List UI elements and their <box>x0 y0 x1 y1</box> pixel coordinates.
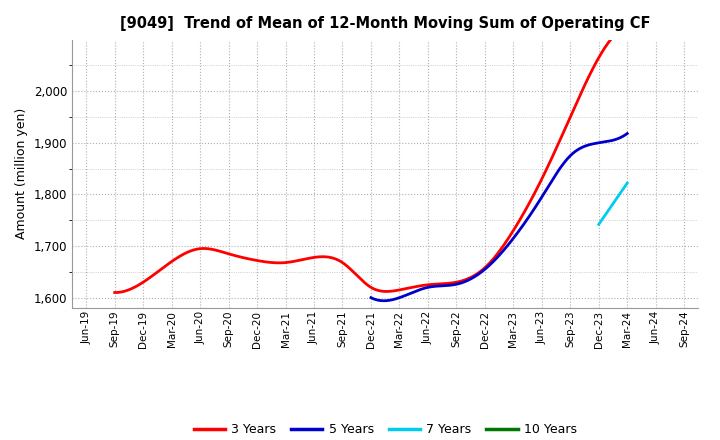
Title: [9049]  Trend of Mean of 12-Month Moving Sum of Operating CF: [9049] Trend of Mean of 12-Month Moving … <box>120 16 650 32</box>
Y-axis label: Amount (million yen): Amount (million yen) <box>15 108 28 239</box>
Legend: 3 Years, 5 Years, 7 Years, 10 Years: 3 Years, 5 Years, 7 Years, 10 Years <box>189 418 582 440</box>
